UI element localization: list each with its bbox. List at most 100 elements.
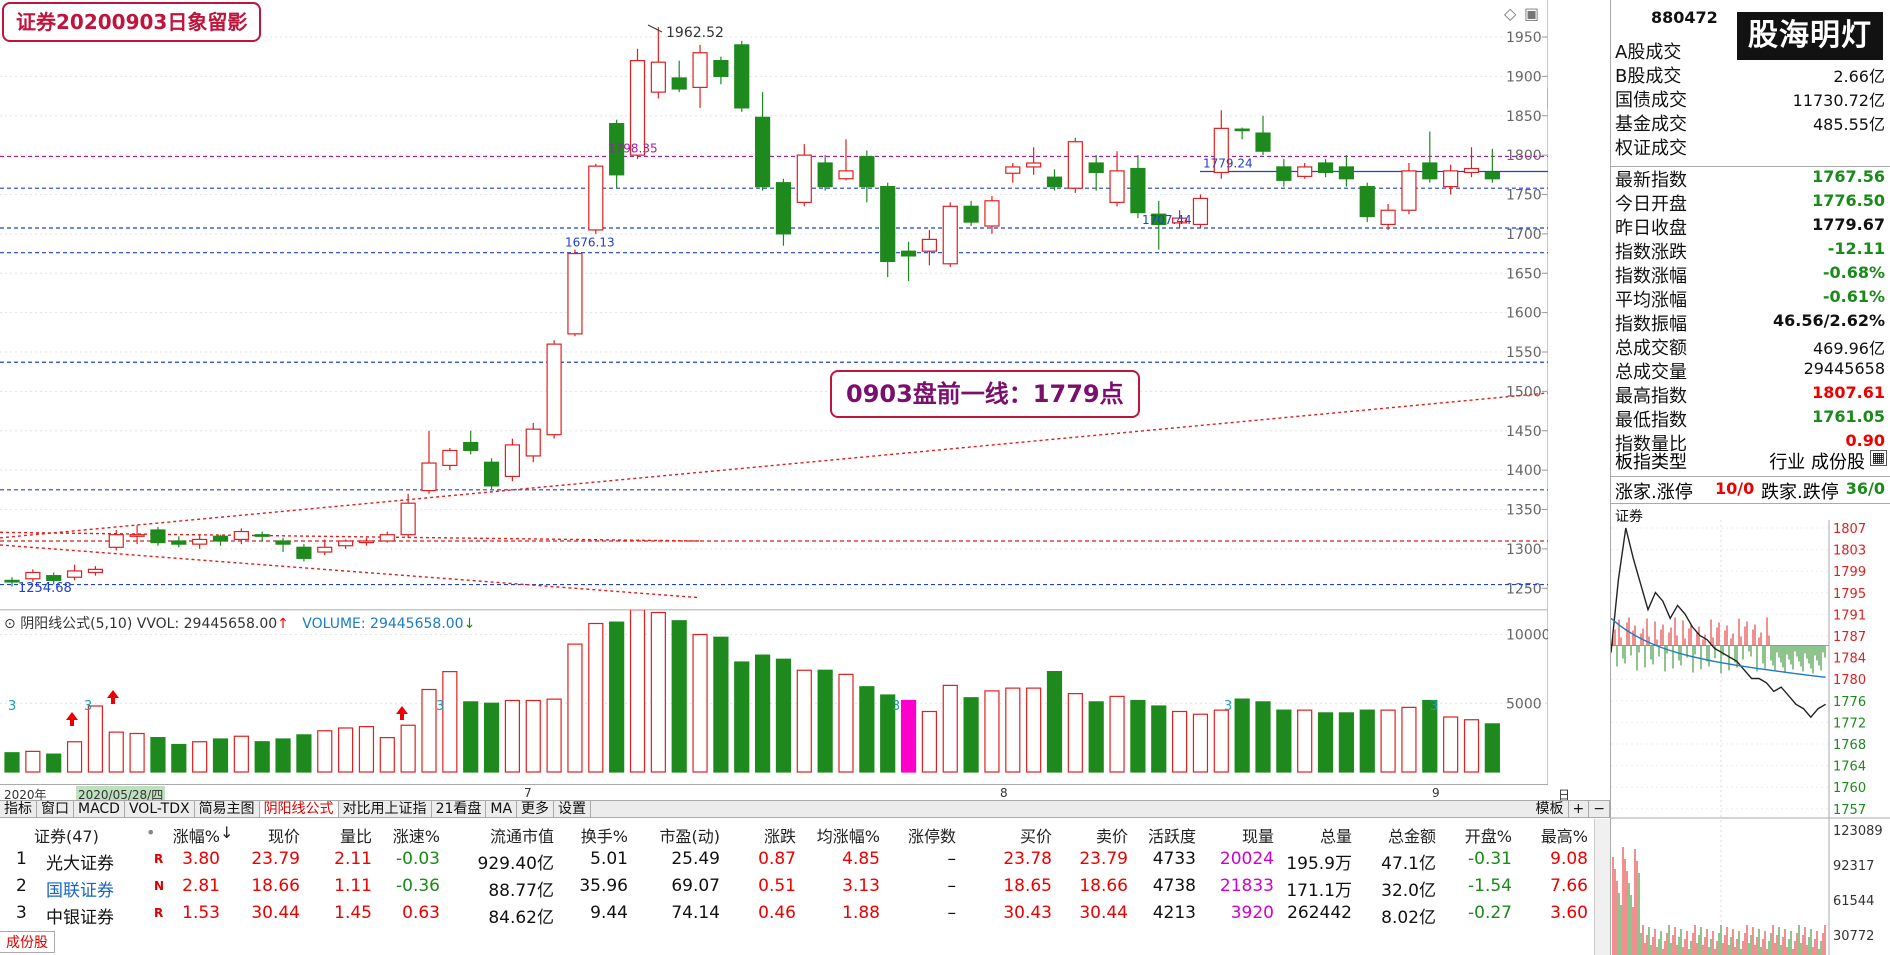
tab-window[interactable]: 窗口 [37,801,74,817]
stat-label: 指数量比 [1615,434,1687,455]
stat-value: 1807.61 [1812,383,1885,402]
mini-volume-label: 30772 [1833,929,1874,944]
column-header[interactable]: 涨速% [392,827,440,846]
candle-body [150,529,166,544]
tab-settings[interactable]: 设置 [554,801,592,817]
tab-indicator[interactable]: 指标 [0,801,37,817]
selected-date: 2020/05/28/四 [76,786,166,803]
volume-bar [1338,712,1355,773]
stat-label: 指数振幅 [1615,314,1687,335]
volume-bar [588,622,604,773]
sort-desc-icon[interactable]: ↓ [220,823,234,842]
tab-21-watch[interactable]: 21看盘 [432,801,487,817]
tab-more[interactable]: 更多 [517,801,555,817]
volume-marker: 3 [892,699,900,714]
tab-vol-tdx[interactable]: VOL-TDX [125,801,195,817]
column-header[interactable]: 市盈(动) [659,827,721,846]
volume-axis-label: 5000 [1506,696,1542,712]
column-header[interactable]: 买价 [1019,827,1052,846]
candle-body [421,462,437,492]
table-row[interactable]: 1 光大证券 R 3.80 23.79 2.11 -0.03 929.40亿 5.01 25.49… [0,845,1594,874]
column-header[interactable]: 涨幅% [172,827,220,846]
trend-line [0,544,701,599]
remove-button[interactable]: − [1589,801,1610,818]
tab-simple-main[interactable]: 简易主图 [195,801,260,817]
candle-body [275,540,291,545]
column-header[interactable]: 涨跌 [763,827,796,846]
volume-bar [129,732,145,773]
volume-bar [1276,709,1292,773]
cell-price: 30.44 [251,903,300,923]
stat-row: 最高指数 1807.61 [1611,382,1890,407]
stat-row: 最低指数 1761.05 [1611,406,1890,431]
window-icon[interactable]: ▣ [1524,4,1540,23]
volume-bar [1380,709,1396,773]
add-button[interactable]: + [1569,801,1590,818]
volume-pane[interactable]: 100005000X1万333333 ⊙ 阴阳线公式(5,10) VVOL: 2… [0,610,1548,784]
candle-body [1359,186,1375,218]
column-header[interactable]: 量比 [339,827,372,846]
column-header[interactable]: 卖价 [1095,827,1128,846]
column-header[interactable]: 现价 [267,827,300,846]
price-axis-label: 1800 [1506,148,1542,164]
volume-indicator-name[interactable]: 阴阳线公式(5,10) [20,616,133,632]
grid-icon[interactable]: ▦ [1869,450,1887,466]
tab-macd[interactable]: MACD [74,801,125,817]
column-header[interactable]: 开盘% [1464,827,1512,846]
candle-body [1255,132,1271,152]
column-header[interactable]: 均涨幅% [816,827,880,846]
candle-body [1422,162,1438,180]
stock-name[interactable]: 国联证券 [46,881,114,901]
volume-bar [1401,706,1417,773]
candle-body [1026,162,1042,168]
cell-mcap: 88.77亿 [488,881,554,901]
candle-body [87,568,104,574]
column-header[interactable]: 最高% [1540,827,1588,846]
volume-bar [1484,723,1500,773]
volume-bar [900,699,917,773]
stock-name[interactable]: 中银证券 [46,908,114,928]
candle-body [1005,166,1021,174]
column-header[interactable]: • [146,823,156,842]
volume-bar [609,621,625,773]
tab-compare[interactable]: 对比用上证指 [339,801,432,817]
column-header[interactable]: 现量 [1241,827,1274,846]
column-header[interactable]: 涨停数 [907,827,956,846]
column-header[interactable]: 换手% [580,827,628,846]
tab-ma[interactable]: MA [486,801,518,817]
sector-tab[interactable]: 成份股 [0,931,55,953]
candle-body [1192,197,1209,226]
stat-value: -0.61% [1822,287,1885,306]
table-scrollbar[interactable] [1594,819,1610,955]
high-pointer [647,24,663,33]
volume-bar [859,686,875,773]
column-header[interactable]: 活跃度 [1147,827,1196,846]
stat-value: 469.96亿 [1813,339,1885,358]
intraday-mini-chart[interactable]: 1807 1803 1799 1795 1791 1787 1784 1780 1776 1772… [1611,500,1890,955]
kline-chart[interactable]: 1950 1900 1850 1800 1750 1700 1650 1600 1550 1500… [0,0,1548,610]
diamond-icon[interactable]: ◇ [1504,4,1517,23]
volume-bar [296,734,312,773]
column-header[interactable]: 总量 [1319,827,1352,846]
volume-marker: 3 [436,699,444,714]
up-label: 涨家.涨停 [1615,482,1693,503]
candle-body [1109,170,1125,203]
table-row[interactable]: 3 中银证券 R 1.53 30.44 1.45 0.63 84.62亿 9.44 74.14 0.… [0,899,1594,928]
column-header[interactable]: 证券(47) [34,827,99,846]
volume-bar [1026,687,1042,773]
cell-cur: 20024 [1219,849,1274,869]
collapse-icon[interactable]: ⊙ [4,616,16,632]
mini-price-label: 1772 [1833,716,1866,731]
volume-bar [963,697,979,773]
table-row[interactable]: 2 国联证券 N 2.81 18.66 1.11 -0.36 88.77亿 35.96 69.07… [0,872,1594,901]
cell-chg: 2.81 [182,876,220,896]
stock-name[interactable]: 光大证券 [46,854,114,874]
template-button[interactable]: 模板 [1532,801,1569,818]
price-axis-label: 1650 [1506,266,1542,282]
down-value: 36/0 [1845,479,1885,498]
stat-row: 总成交额 469.96亿 [1611,334,1890,359]
tab-yinyang-formula[interactable]: 阴阳线公式 [259,801,339,817]
volume-bar [25,750,41,773]
column-header[interactable]: 流通市值 [489,827,554,846]
column-header[interactable]: 总金额 [1387,827,1436,846]
